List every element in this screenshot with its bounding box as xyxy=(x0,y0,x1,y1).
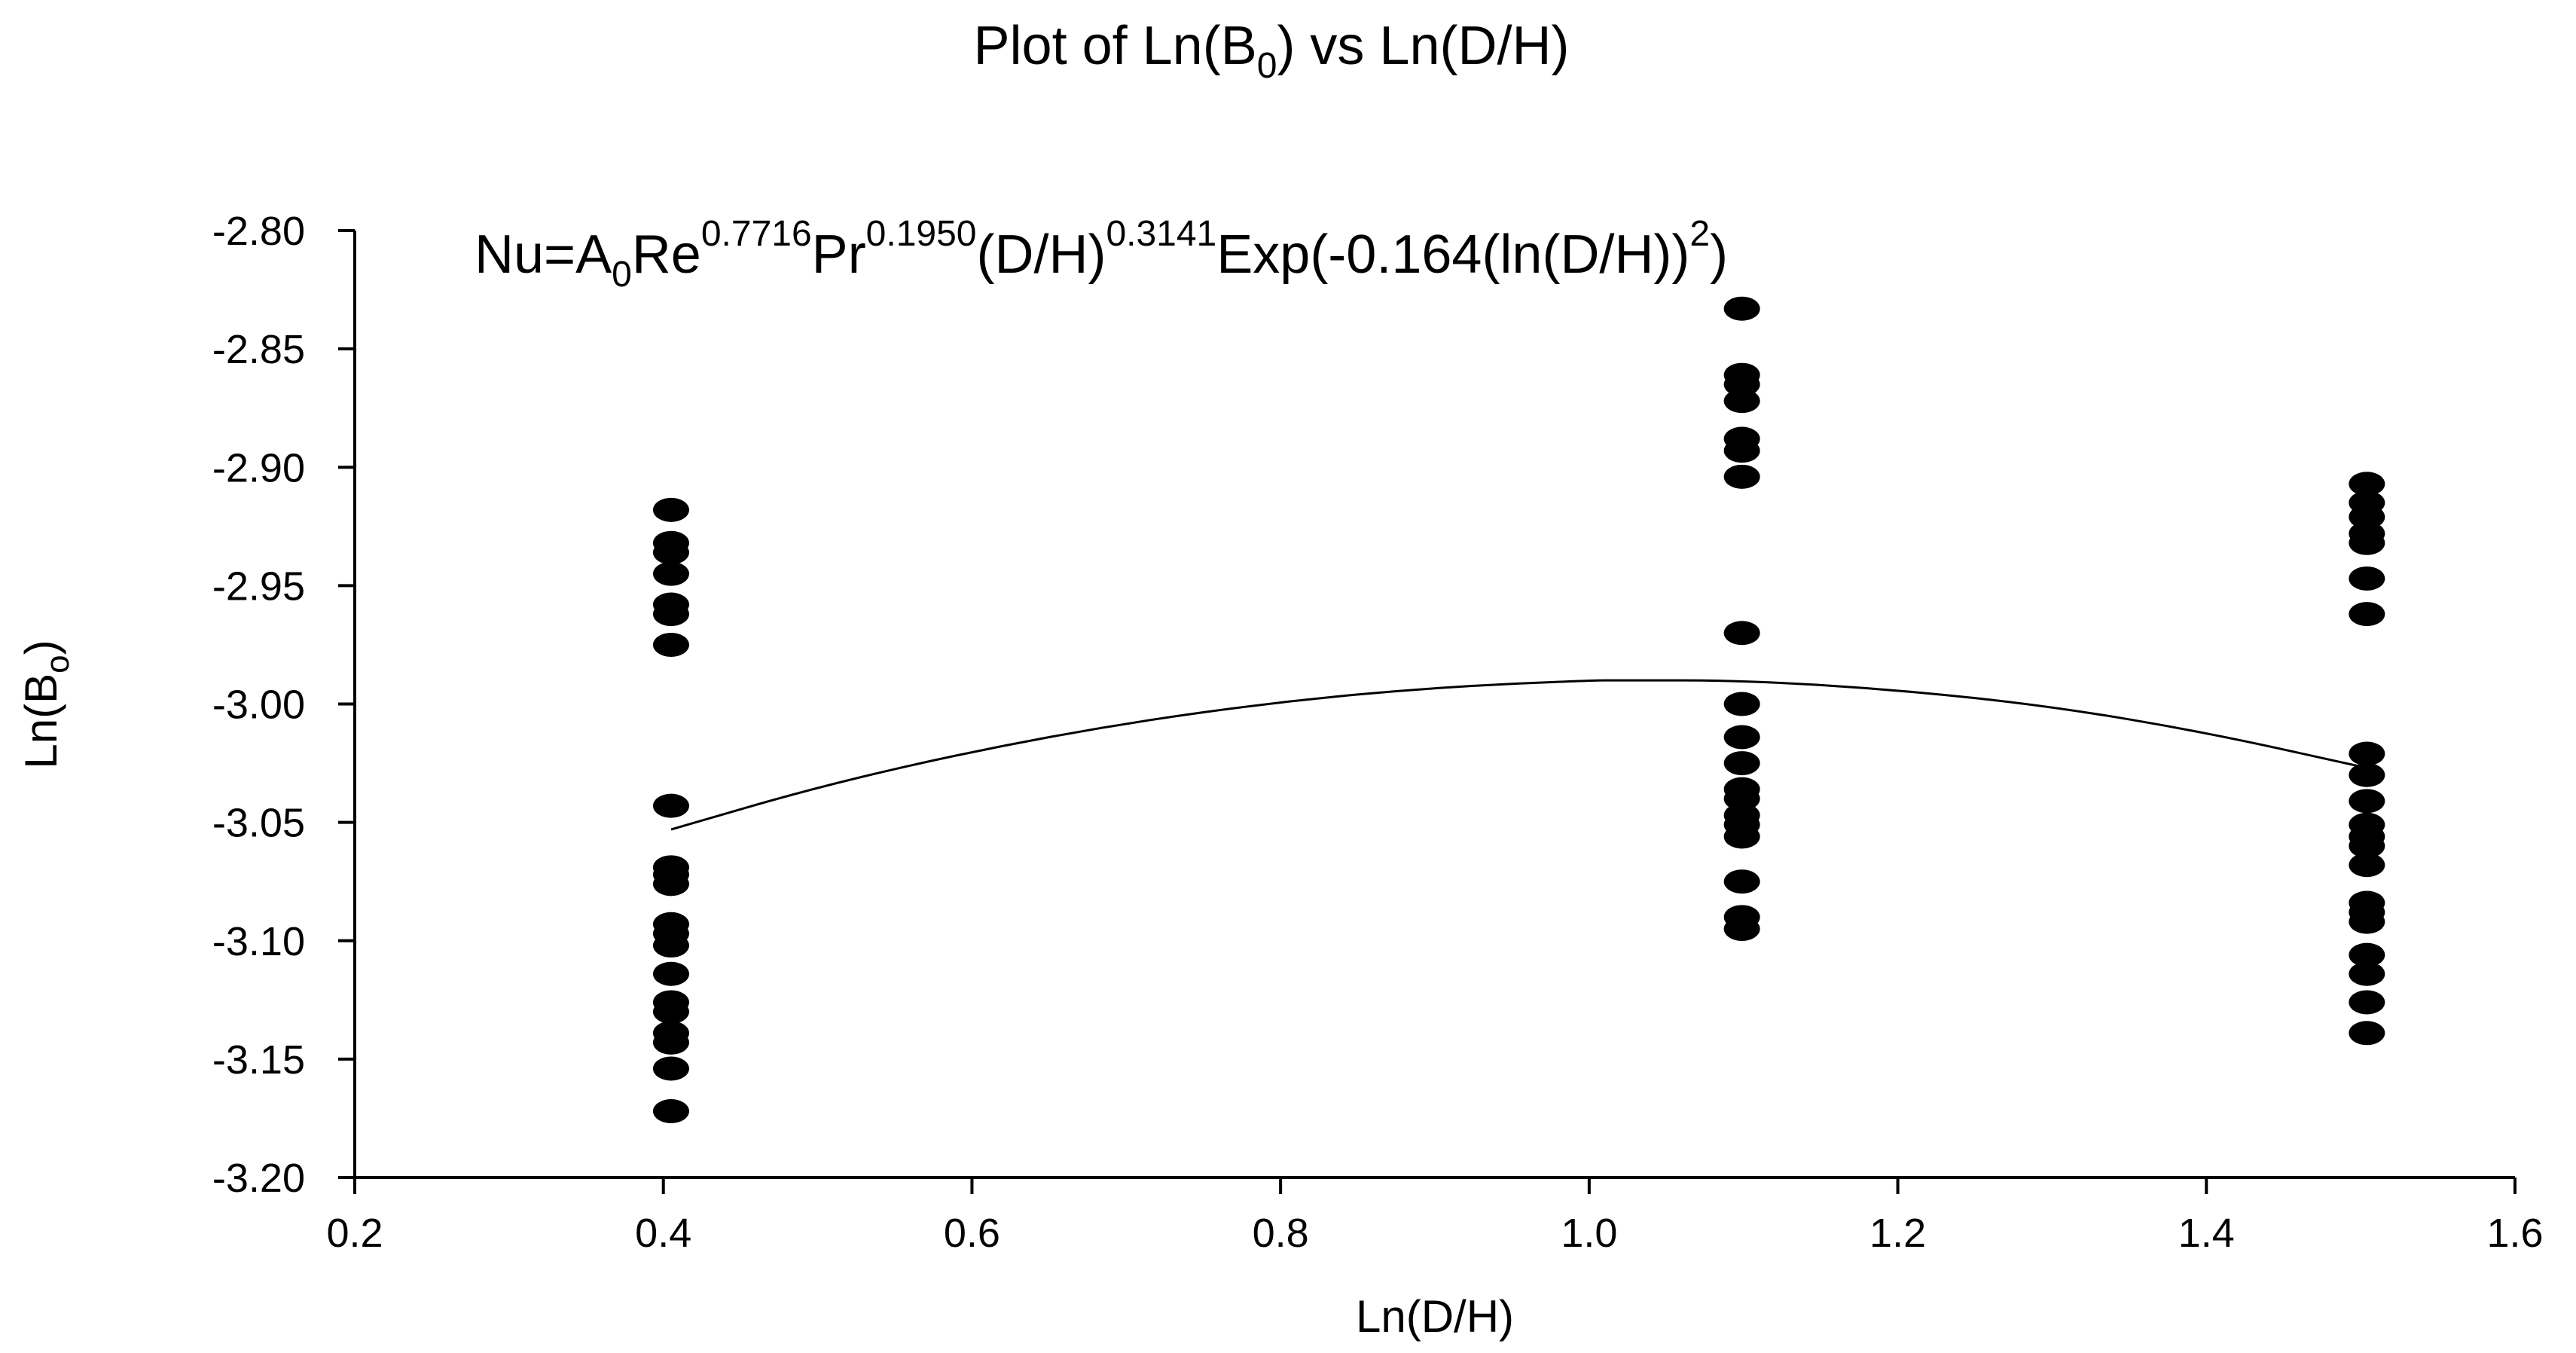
data-point xyxy=(1723,824,1760,849)
data-point xyxy=(2349,566,2385,591)
y-axis: -2.80 -2.85 -2.90 -2.95 -3.00 -3.05 -3.1… xyxy=(212,209,355,1201)
equation-annotation: Nu=A0Re0.7716Pr0.1950(D/H)0.3141Exp(-0.1… xyxy=(475,214,1728,295)
data-point xyxy=(1723,725,1760,750)
x-tick-label: 1.4 xyxy=(2178,1211,2235,1256)
x-tick-label: 1.6 xyxy=(2486,1211,2543,1256)
data-point xyxy=(2349,961,2385,986)
data-point xyxy=(1723,464,1760,489)
y-tick-label: -3.05 xyxy=(212,801,305,846)
data-point xyxy=(652,602,689,627)
data-point xyxy=(652,561,689,586)
data-point xyxy=(2349,602,2385,627)
y-tick-label: -2.90 xyxy=(212,445,305,490)
y-tick-label: -3.15 xyxy=(212,1037,305,1083)
data-point xyxy=(652,497,689,522)
data-point xyxy=(652,933,689,958)
data-point xyxy=(1723,751,1760,776)
data-point xyxy=(652,1030,689,1055)
data-point xyxy=(2349,1021,2385,1046)
data-point xyxy=(2349,505,2385,530)
data-point xyxy=(1723,438,1760,463)
fit-curve-layer xyxy=(670,679,2367,831)
x-tick-label: 0.6 xyxy=(944,1211,1000,1256)
data-point xyxy=(2349,789,2385,814)
data-point xyxy=(2349,530,2385,555)
x-tick-label: 1.0 xyxy=(1561,1211,1617,1256)
y-tick-label: -3.00 xyxy=(212,683,305,728)
data-point xyxy=(1723,296,1760,321)
x-tick-label: 0.4 xyxy=(635,1211,691,1256)
data-point xyxy=(652,961,689,986)
data-point xyxy=(652,793,689,818)
data-point xyxy=(2349,472,2385,496)
data-point xyxy=(652,1056,689,1081)
x-axis: 0.2 0.4 0.6 0.8 1.0 1.2 1.4 1.6 xyxy=(326,1177,2544,1256)
y-axis-title: Ln(Bo) xyxy=(16,640,76,768)
data-point xyxy=(652,872,689,896)
data-point xyxy=(652,632,689,657)
data-point xyxy=(1723,869,1760,894)
data-point xyxy=(1723,621,1760,646)
data-point xyxy=(1723,372,1760,397)
x-tick-label: 0.8 xyxy=(1253,1211,1309,1256)
data-point xyxy=(1723,692,1760,716)
data-point xyxy=(2349,990,2385,1015)
data-points-layer xyxy=(652,296,2385,1124)
data-point xyxy=(2349,853,2385,878)
data-point xyxy=(1723,389,1760,414)
data-point xyxy=(652,540,689,565)
data-point xyxy=(652,1000,689,1025)
y-tick-label: -2.80 xyxy=(212,209,305,254)
x-tick-label: 0.2 xyxy=(326,1211,383,1256)
y-tick-label: -3.10 xyxy=(212,919,305,964)
x-tick-label: 1.2 xyxy=(1869,1211,1926,1256)
data-point xyxy=(2349,741,2385,766)
data-point xyxy=(2349,834,2385,859)
y-tick-label: -3.20 xyxy=(212,1156,305,1201)
chart-title: Plot of Ln(B0) vs Ln(D/H) xyxy=(974,16,1570,86)
fit-curve xyxy=(670,679,2367,831)
data-point xyxy=(1723,917,1760,942)
data-point xyxy=(2349,762,2385,787)
y-tick-label: -2.95 xyxy=(212,563,305,609)
data-point xyxy=(2349,942,2385,967)
y-tick-label: -2.85 xyxy=(212,327,305,372)
data-point xyxy=(2349,909,2385,934)
x-axis-title: Ln(D/H) xyxy=(1356,1291,1514,1342)
data-point xyxy=(1723,786,1760,811)
data-point xyxy=(652,1099,689,1124)
